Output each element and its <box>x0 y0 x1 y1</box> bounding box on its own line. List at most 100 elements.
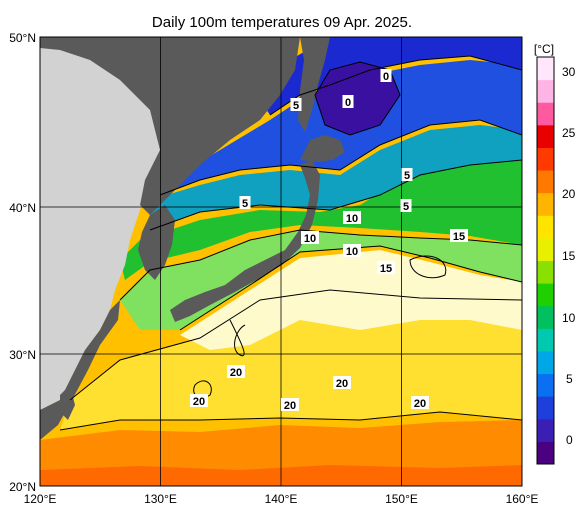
lon-label-120: 120°E <box>24 492 57 506</box>
graticule <box>40 37 522 486</box>
colorbar-swatch <box>537 170 554 194</box>
isotherm-20 <box>69 289 522 401</box>
contour-label: 10 <box>304 233 316 245</box>
lon-label-150: 150°E <box>385 492 418 506</box>
lon-label-130: 130°E <box>144 492 177 506</box>
pale-band <box>180 250 522 350</box>
contour-label: 5 <box>403 201 409 213</box>
cold-eddy <box>409 255 447 279</box>
yellow-band <box>60 290 522 430</box>
isotherm-15b <box>179 245 522 331</box>
map-frame <box>39 36 523 487</box>
contour-label-bg <box>281 398 299 411</box>
colorbar-swatch <box>537 328 554 352</box>
colorbar-tick-30: 30 <box>562 65 576 79</box>
contour-label: 10 <box>346 213 358 225</box>
contour-label: 20 <box>336 378 348 390</box>
kuroshio-meander <box>229 319 246 357</box>
contour-label-bg <box>333 376 351 389</box>
japan-hokkaido <box>300 135 345 162</box>
colorbar-swatch <box>537 350 554 375</box>
okhotsk-purple <box>315 62 400 135</box>
contour-label-bg <box>290 98 302 111</box>
longitude-labels: 120°E 130°E 140°E 150°E 160°E <box>24 492 539 506</box>
contour-label-bg <box>342 95 354 108</box>
contour-label: 0 <box>345 97 351 109</box>
colorbar-swatches <box>537 57 554 465</box>
lon-label-160: 160°E <box>506 492 539 506</box>
colorbar-swatch <box>537 396 554 420</box>
colorbar-tick-10: 10 <box>562 311 576 325</box>
contour-label-bg <box>227 365 245 378</box>
isotherm-10 <box>149 159 522 231</box>
contour-label: 15 <box>453 231 465 243</box>
colorbar-tick-15: 15 <box>562 249 576 263</box>
contour-label: 20 <box>414 398 426 410</box>
colorbar-swatch <box>537 260 554 284</box>
colorbar-tick-20: 20 <box>562 187 576 201</box>
colorbar-frame <box>536 56 555 465</box>
colorbar-swatch <box>537 192 554 216</box>
lon-label-140: 140°E <box>265 492 298 506</box>
korea-peninsula <box>138 205 175 280</box>
contour-label-bg <box>401 168 413 181</box>
contour-label-bg <box>343 211 361 224</box>
contour-label-group: 0 0 5 5 5 5 10 10 10 15 15 20 20 20 20 20 <box>190 69 468 412</box>
isotherm-5 <box>159 119 522 196</box>
map-panel <box>39 36 523 487</box>
contour-label: 20 <box>193 396 205 408</box>
colorbar-swatch <box>537 305 554 329</box>
lat-label-20: 20°N <box>9 480 36 494</box>
colorbar-swatch <box>537 373 554 397</box>
light-green-band <box>120 230 522 330</box>
contour-label-bg <box>377 261 395 274</box>
colorbar-swatch <box>537 237 554 261</box>
contour-label: 10 <box>346 246 358 258</box>
okhotsk-contour <box>314 61 401 136</box>
colorbar-swatch <box>537 57 554 81</box>
contour-label-bg <box>343 244 361 257</box>
colorbar-swatch <box>537 418 554 442</box>
colorbar-swatch <box>537 283 554 307</box>
lat-label-30: 30°N <box>9 348 36 362</box>
contour-lines <box>59 55 522 431</box>
contour-label-bg <box>450 229 468 242</box>
latitude-labels: 50°N 40°N 30°N 20°N <box>9 31 36 494</box>
contour-label: 5 <box>293 100 299 112</box>
contour-label-bg <box>411 396 429 409</box>
contour-label: 0 <box>383 71 389 83</box>
colorbar-swatch <box>537 215 554 239</box>
lat-label-50: 50°N <box>9 31 36 45</box>
contour-label: 20 <box>230 367 242 379</box>
contour-label-bg <box>380 69 392 82</box>
colorbar-swatch <box>537 441 554 465</box>
warm-eddy <box>193 380 212 399</box>
contour-label: 5 <box>242 198 248 210</box>
russia-coast <box>40 37 300 215</box>
lat-label-40: 40°N <box>9 201 36 215</box>
contour-label-bg <box>239 196 251 209</box>
contour-label-bg <box>400 199 412 212</box>
green-band <box>120 150 522 280</box>
colorbar-swatch <box>537 147 554 171</box>
japan-honshu <box>170 160 320 322</box>
colorbar-tick-5: 5 <box>566 372 573 386</box>
colorbar-unit: [°C] <box>534 42 554 56</box>
colorbar-swatch <box>537 79 554 103</box>
isotherm-0 <box>269 55 522 116</box>
colorbar: [°C] 30 25 20 15 10 5 0 <box>534 42 576 465</box>
colorbar-swatch <box>537 102 554 126</box>
contour-label: 20 <box>284 400 296 412</box>
colorbar-tick-0: 0 <box>566 433 573 447</box>
map-title: Daily 100m temperatures 09 Apr. 2025. <box>152 14 412 31</box>
sakhalin <box>298 37 330 132</box>
isotherm-20-south <box>59 411 522 431</box>
contour-label-bg <box>190 394 208 407</box>
contour-label: 15 <box>380 263 392 275</box>
colorbar-tick-25: 25 <box>562 126 576 140</box>
colorbar-swatch <box>537 124 554 148</box>
contour-label-bg <box>301 231 319 244</box>
china-coast <box>40 300 120 440</box>
contour-label: 5 <box>404 170 410 182</box>
